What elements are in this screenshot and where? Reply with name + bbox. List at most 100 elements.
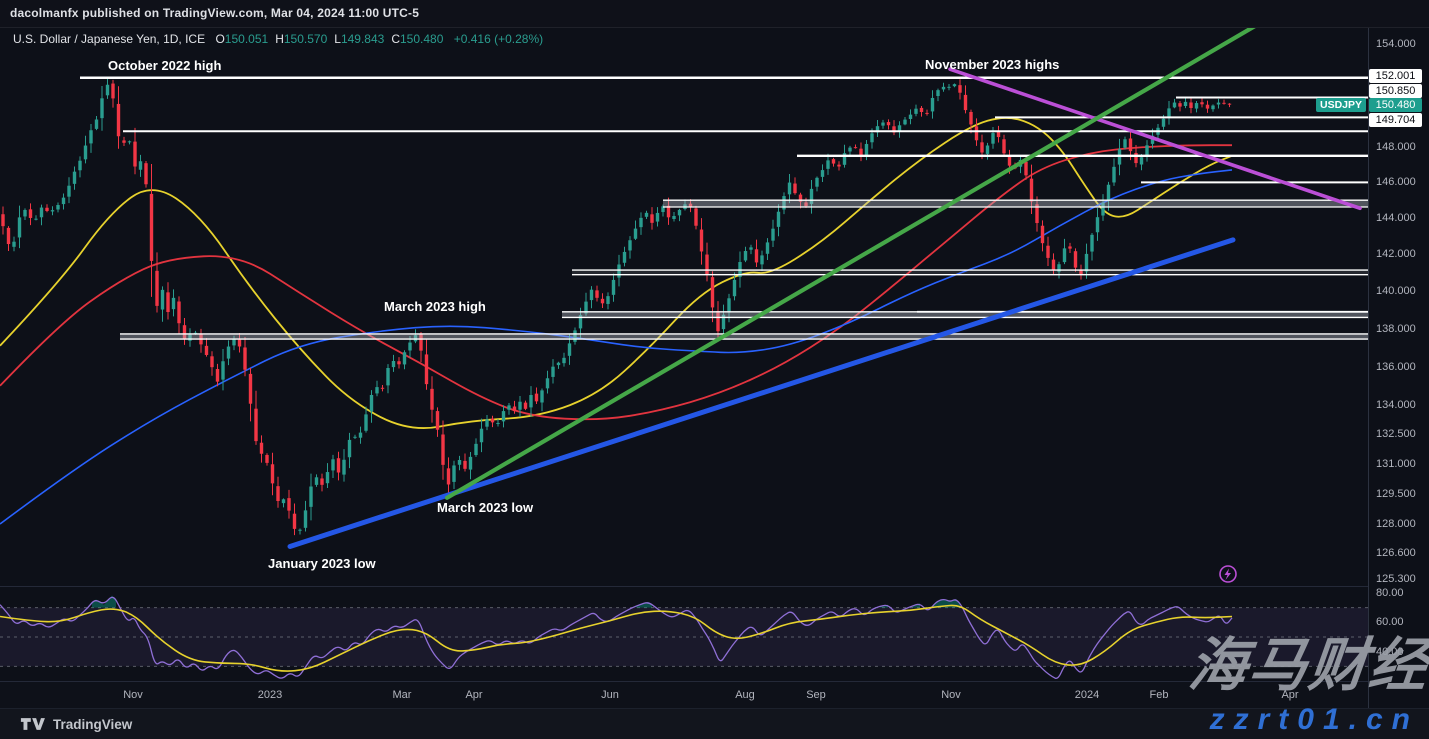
candle xyxy=(804,202,808,207)
price-tick-label: 144.000 xyxy=(1376,212,1416,225)
candle xyxy=(545,378,550,389)
time-axis[interactable]: Nov 2023 Mar Apr Jun Aug Sep Nov 2024 Feb Apr xyxy=(0,681,1368,709)
candle xyxy=(485,419,489,427)
level-price-label: 152.001 xyxy=(1369,69,1422,83)
candle xyxy=(237,339,242,347)
candle xyxy=(72,171,77,184)
candle xyxy=(908,114,913,119)
candle xyxy=(1194,103,1199,109)
candle xyxy=(573,330,577,342)
candle xyxy=(991,133,995,144)
candle xyxy=(155,270,159,306)
price-zone[interactable] xyxy=(663,200,1368,207)
candle xyxy=(452,465,456,482)
candle xyxy=(468,456,473,470)
candle xyxy=(650,214,654,223)
candle xyxy=(1172,102,1177,108)
candle xyxy=(1035,204,1039,224)
time-tick-label: Jun xyxy=(601,689,619,701)
candle xyxy=(529,395,533,408)
annotation-label: March 2023 low xyxy=(437,500,534,515)
candle xyxy=(787,182,792,195)
candle xyxy=(1183,101,1188,107)
candle xyxy=(672,215,676,219)
candle xyxy=(243,347,247,370)
candle xyxy=(1123,139,1127,148)
candle xyxy=(408,342,412,351)
candle xyxy=(622,251,627,263)
candle xyxy=(193,332,198,334)
time-tick-label: Apr xyxy=(1281,689,1299,701)
candle xyxy=(815,177,819,187)
price-tick-label: 125.300 xyxy=(1376,573,1416,586)
candle xyxy=(149,193,154,261)
annotation-label: January 2023 low xyxy=(268,556,376,571)
ohlc-values: O150.051 H150.570 L149.843 C150.480 xyxy=(208,32,443,46)
candle xyxy=(270,464,275,484)
rsi-tick-label: 40.00 xyxy=(1376,645,1404,658)
candle xyxy=(518,401,522,410)
candle xyxy=(809,188,814,204)
time-tick-label: Mar xyxy=(392,689,412,701)
candle xyxy=(534,393,539,402)
candle xyxy=(232,338,236,346)
candle xyxy=(1062,248,1067,263)
candle xyxy=(342,459,346,475)
candle xyxy=(826,160,830,169)
rsi-band xyxy=(0,607,1368,667)
candle xyxy=(331,459,335,471)
price-zone[interactable] xyxy=(120,333,1368,340)
tradingview-logo[interactable]: TradingView xyxy=(20,716,132,732)
candle xyxy=(848,147,852,152)
candle xyxy=(188,334,192,341)
candle xyxy=(116,103,121,137)
candle xyxy=(1161,118,1166,127)
ohlc-label: C xyxy=(391,32,400,46)
candle xyxy=(919,107,924,113)
time-tick-label: Apr xyxy=(465,689,483,701)
rsi-signal-line xyxy=(0,604,1233,672)
candle xyxy=(974,126,979,141)
price-tick-label: 131.000 xyxy=(1376,457,1416,470)
candle xyxy=(391,361,396,368)
lightning-icon[interactable] xyxy=(1219,565,1237,583)
candle xyxy=(842,153,847,165)
candle xyxy=(1,214,5,227)
candle xyxy=(930,97,935,112)
ma-blue xyxy=(0,169,1233,525)
symbol-price-tag: USDJPY xyxy=(1316,98,1366,112)
descending-trendline-magenta[interactable] xyxy=(948,67,1362,211)
ohlc-label: H xyxy=(275,32,284,46)
candle xyxy=(870,133,874,143)
candle xyxy=(727,298,731,313)
candle xyxy=(265,454,269,463)
price-scale[interactable]: 154.000 148.000 146.000 144.000 142.000 140.0… xyxy=(1368,27,1429,708)
candle xyxy=(1150,135,1155,144)
price-tick-label: 126.600 xyxy=(1376,546,1416,559)
chart-canvas[interactable] xyxy=(0,0,1368,708)
candle xyxy=(969,111,973,125)
price-zone[interactable] xyxy=(562,311,1368,318)
candle xyxy=(1057,264,1061,272)
candle xyxy=(325,472,330,484)
candle xyxy=(1090,234,1094,252)
ascending-trendline-green[interactable] xyxy=(444,22,1262,500)
candle xyxy=(138,161,143,170)
candle xyxy=(892,126,896,133)
candle xyxy=(771,228,775,241)
candle xyxy=(754,249,759,263)
candle xyxy=(221,361,225,380)
candle xyxy=(83,145,88,160)
annotation-label: March 2023 high xyxy=(384,299,486,314)
price-zone[interactable] xyxy=(572,270,1368,275)
price-tick-label: 148.000 xyxy=(1376,141,1416,153)
candle xyxy=(985,145,990,154)
candle xyxy=(551,366,555,377)
candle xyxy=(925,112,929,114)
candle xyxy=(298,529,302,531)
candle xyxy=(1073,251,1078,268)
candle xyxy=(127,141,132,143)
published-text: dacolmanfx published on TradingView.com,… xyxy=(10,6,420,20)
symbol-legend[interactable]: U.S. Dollar / Japanese Yen, 1D, ICE O150… xyxy=(13,32,543,46)
candle xyxy=(897,125,902,132)
